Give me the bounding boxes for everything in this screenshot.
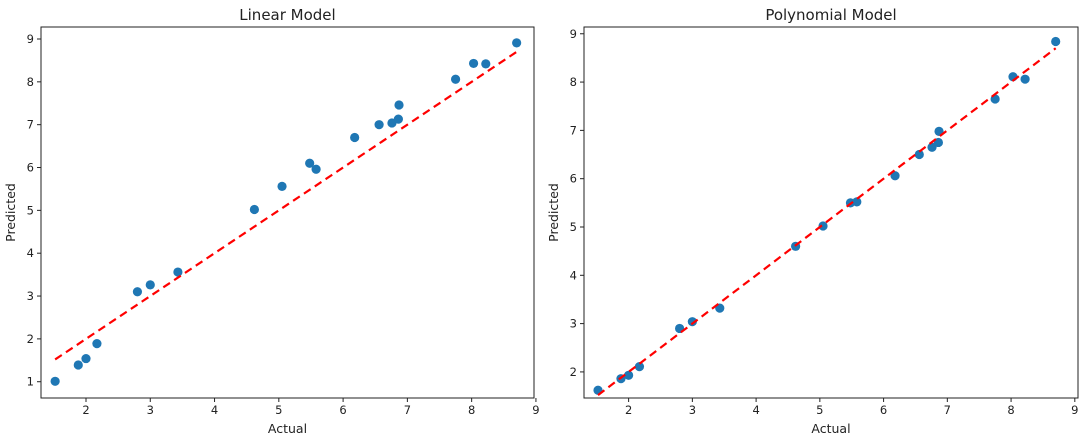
- y-tick-label: 3: [570, 317, 577, 331]
- data-point: [687, 317, 697, 327]
- data-point: [624, 370, 634, 380]
- y-tick-label: 6: [27, 161, 34, 175]
- x-tick-label: 2: [82, 403, 89, 417]
- polynomial-model-title: Polynomial Model: [765, 6, 896, 24]
- y-tick-label: 3: [27, 289, 34, 303]
- data-point: [818, 221, 828, 231]
- data-point: [394, 100, 404, 110]
- data-point: [173, 267, 183, 277]
- data-point: [81, 353, 91, 364]
- data-point: [249, 204, 259, 215]
- y-tick-label: 8: [27, 75, 34, 89]
- data-point: [634, 362, 645, 372]
- data-point: [132, 287, 143, 297]
- linear-model-xlabel: Actual: [268, 421, 307, 436]
- linear-model-title: Linear Model: [239, 6, 335, 24]
- polynomial-model-reference-line-group: [597, 47, 1057, 396]
- data-point: [1020, 74, 1030, 84]
- x-tick-label: 2: [625, 403, 632, 417]
- data-point: [73, 360, 83, 370]
- y-tick-label: 8: [570, 75, 577, 89]
- linear-model-ticks: 2 3 4 5 6 7 8 9 1 2 3 4 5 6 7 8 9: [27, 32, 540, 417]
- y-tick-label: 2: [27, 332, 34, 346]
- x-tick-label: 4: [211, 403, 218, 417]
- y-tick-label: 5: [570, 220, 577, 234]
- data-point: [393, 114, 403, 124]
- polynomial-model-plot-area: [583, 26, 1079, 399]
- polynomial-model-ticks: 2 3 4 5 6 7 8 9 2 3 4 5 6 7 8 9: [570, 27, 1079, 417]
- data-point: [350, 132, 360, 143]
- data-point: [145, 280, 155, 290]
- x-tick-label: 5: [275, 403, 282, 417]
- data-point: [50, 376, 60, 386]
- y-tick-label: 7: [27, 118, 34, 132]
- x-tick-label: 7: [944, 403, 951, 417]
- data-point: [305, 158, 315, 168]
- y-tick-label: 4: [27, 246, 34, 260]
- x-tick-label: 5: [816, 403, 823, 417]
- linear-model-points: [50, 38, 522, 386]
- data-point: [277, 181, 287, 191]
- data-point: [890, 171, 900, 181]
- polynomial-model-chart: Polynomial Model Actual Predicted 2 3 4 5 6 7…: [546, 6, 1079, 436]
- data-point: [92, 338, 102, 349]
- x-tick-label: 6: [880, 403, 887, 417]
- y-tick-label: 4: [570, 268, 577, 282]
- data-point: [311, 164, 321, 174]
- y-tick-label: 7: [570, 123, 577, 137]
- data-point: [852, 197, 862, 207]
- x-tick-label: 4: [752, 403, 759, 417]
- data-point: [914, 149, 924, 160]
- polynomial-model-ylabel: Predicted: [546, 183, 561, 242]
- x-tick-label: 8: [468, 403, 475, 417]
- data-point: [468, 58, 479, 69]
- polynomial-model-points: [593, 36, 1061, 395]
- linear-model-reference-line-group: [54, 50, 518, 361]
- polynomial-model-xlabel: Actual: [811, 421, 850, 436]
- x-tick-label: 9: [1071, 403, 1078, 417]
- reference-line: [597, 47, 1057, 396]
- y-tick-label: 5: [27, 203, 34, 217]
- x-tick-label: 9: [532, 403, 539, 417]
- data-point: [512, 38, 522, 48]
- data-point: [450, 74, 461, 84]
- y-tick-label: 6: [570, 172, 577, 186]
- data-point: [927, 142, 937, 152]
- x-tick-label: 3: [147, 403, 154, 417]
- linear-model-plot-area: [40, 26, 535, 399]
- y-tick-label: 9: [27, 32, 34, 46]
- y-tick-label: 1: [27, 375, 34, 389]
- x-tick-label: 7: [404, 403, 411, 417]
- data-point: [1051, 36, 1061, 47]
- data-point: [481, 59, 491, 69]
- y-tick-label: 2: [570, 365, 577, 379]
- x-tick-label: 8: [1007, 403, 1014, 417]
- linear-model-chart: Linear Model Actual Predicted 2 3 4 5 6 7 8 912…: [3, 6, 540, 436]
- linear-model-ylabel: Predicted: [3, 183, 18, 242]
- y-tick-label: 9: [570, 27, 577, 41]
- x-tick-label: 6: [339, 403, 346, 417]
- reference-line: [54, 50, 518, 361]
- data-point: [374, 120, 384, 130]
- x-tick-label: 3: [689, 403, 696, 417]
